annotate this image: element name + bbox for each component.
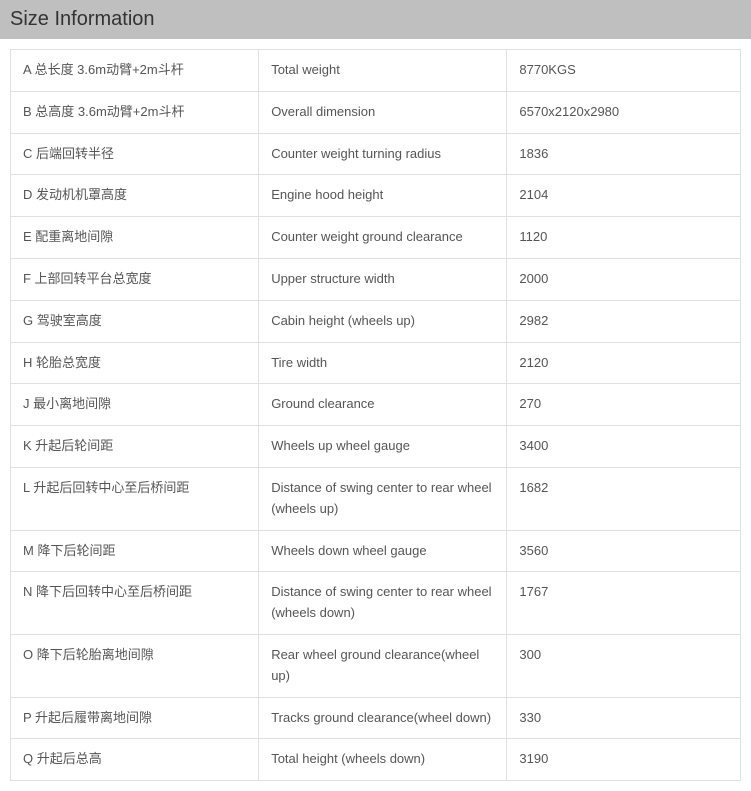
table-row: Q 升起后总高Total height (wheels down)3190	[11, 739, 741, 781]
table-cell: M 降下后轮间距	[11, 530, 259, 572]
section-title: Size Information	[10, 8, 155, 30]
table-cell: H 轮胎总宽度	[11, 342, 259, 384]
table-cell: Tracks ground clearance(wheel down)	[259, 697, 507, 739]
table-cell: Total height (wheels down)	[259, 739, 507, 781]
table-body: A 总长度 3.6m动臂+2m斗杆Total weight8770KGSB 总高…	[11, 50, 741, 781]
table-cell: Q 升起后总高	[11, 739, 259, 781]
table-row: H 轮胎总宽度Tire width2120	[11, 342, 741, 384]
table-cell: 1767	[507, 572, 741, 635]
table-cell: Total weight	[259, 50, 507, 92]
table-cell: Counter weight turning radius	[259, 133, 507, 175]
table-cell: Distance of swing center to rear wheel (…	[259, 572, 507, 635]
table-cell: Rear wheel ground clearance(wheel up)	[259, 634, 507, 697]
table-cell: Overall dimension	[259, 91, 507, 133]
table-cell: 3560	[507, 530, 741, 572]
table-cell: E 配重离地间隙	[11, 217, 259, 259]
table-cell: 1120	[507, 217, 741, 259]
table-row: K 升起后轮间距Wheels up wheel gauge3400	[11, 426, 741, 468]
table-cell: 2000	[507, 258, 741, 300]
table-cell: 2982	[507, 300, 741, 342]
table-row: M 降下后轮间距Wheels down wheel gauge3560	[11, 530, 741, 572]
table-row: L 升起后回转中心至后桥间距Distance of swing center t…	[11, 467, 741, 530]
table-cell: F 上部回转平台总宽度	[11, 258, 259, 300]
table-cell: 6570x2120x2980	[507, 91, 741, 133]
table-cell: D 发动机机罩高度	[11, 175, 259, 217]
table-row: N 降下后回转中心至后桥间距Distance of swing center t…	[11, 572, 741, 635]
table-row: G 驾驶室高度Cabin height (wheels up)2982	[11, 300, 741, 342]
table-row: P 升起后履带离地间隙Tracks ground clearance(wheel…	[11, 697, 741, 739]
table-cell: 3190	[507, 739, 741, 781]
table-cell: B 总高度 3.6m动臂+2m斗杆	[11, 91, 259, 133]
table-cell: 2120	[507, 342, 741, 384]
table-cell: Engine hood height	[259, 175, 507, 217]
table-cell: 270	[507, 384, 741, 426]
table-row: C 后端回转半径Counter weight turning radius183…	[11, 133, 741, 175]
table-cell: Wheels down wheel gauge	[259, 530, 507, 572]
table-cell: C 后端回转半径	[11, 133, 259, 175]
table-cell: Wheels up wheel gauge	[259, 426, 507, 468]
table-row: O 降下后轮胎离地间隙Rear wheel ground clearance(w…	[11, 634, 741, 697]
table-cell: 1682	[507, 467, 741, 530]
table-container: A 总长度 3.6m动臂+2m斗杆Total weight8770KGSB 总高…	[0, 39, 751, 791]
table-cell: A 总长度 3.6m动臂+2m斗杆	[11, 50, 259, 92]
table-cell: 3400	[507, 426, 741, 468]
table-cell: Cabin height (wheels up)	[259, 300, 507, 342]
table-cell: 330	[507, 697, 741, 739]
table-cell: G 驾驶室高度	[11, 300, 259, 342]
table-cell: J 最小离地间隙	[11, 384, 259, 426]
table-cell: 1836	[507, 133, 741, 175]
table-cell: Ground clearance	[259, 384, 507, 426]
table-cell: K 升起后轮间距	[11, 426, 259, 468]
table-cell: Distance of swing center to rear wheel (…	[259, 467, 507, 530]
table-row: F 上部回转平台总宽度Upper structure width2000	[11, 258, 741, 300]
table-row: D 发动机机罩高度Engine hood height2104	[11, 175, 741, 217]
table-cell: P 升起后履带离地间隙	[11, 697, 259, 739]
table-cell: 300	[507, 634, 741, 697]
table-row: B 总高度 3.6m动臂+2m斗杆Overall dimension6570x2…	[11, 91, 741, 133]
table-cell: O 降下后轮胎离地间隙	[11, 634, 259, 697]
table-cell: Upper structure width	[259, 258, 507, 300]
table-cell: 2104	[507, 175, 741, 217]
table-row: E 配重离地间隙Counter weight ground clearance1…	[11, 217, 741, 259]
table-cell: Tire width	[259, 342, 507, 384]
table-cell: Counter weight ground clearance	[259, 217, 507, 259]
table-row: A 总长度 3.6m动臂+2m斗杆Total weight8770KGS	[11, 50, 741, 92]
table-cell: L 升起后回转中心至后桥间距	[11, 467, 259, 530]
table-cell: 8770KGS	[507, 50, 741, 92]
size-info-table: A 总长度 3.6m动臂+2m斗杆Total weight8770KGSB 总高…	[10, 49, 741, 781]
table-cell: N 降下后回转中心至后桥间距	[11, 572, 259, 635]
table-row: J 最小离地间隙Ground clearance270	[11, 384, 741, 426]
section-header: Size Information	[0, 0, 751, 39]
